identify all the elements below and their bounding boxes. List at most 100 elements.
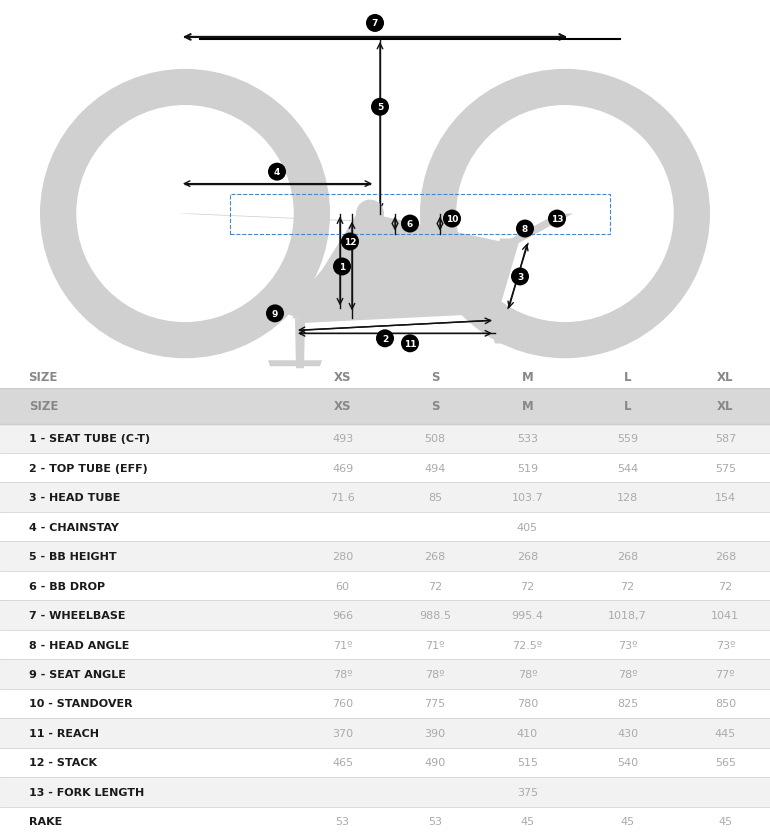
Circle shape: [268, 164, 286, 181]
Text: 72: 72: [621, 581, 634, 591]
Polygon shape: [495, 334, 525, 344]
Text: 10: 10: [446, 215, 458, 224]
Text: 1018,7: 1018,7: [608, 610, 647, 620]
Circle shape: [548, 211, 566, 228]
Text: 988.5: 988.5: [419, 610, 451, 620]
Polygon shape: [502, 214, 573, 244]
Bar: [0, 424, 770, 453]
Text: 154: 154: [715, 492, 736, 502]
Polygon shape: [295, 319, 305, 369]
Text: 71.6: 71.6: [330, 492, 355, 502]
Text: 53: 53: [336, 816, 350, 826]
Circle shape: [356, 201, 384, 228]
Text: S: S: [430, 400, 440, 413]
Text: 12: 12: [343, 237, 357, 247]
Text: 519: 519: [517, 463, 538, 473]
Text: 268: 268: [617, 552, 638, 562]
Text: 4: 4: [274, 168, 280, 177]
Text: 430: 430: [617, 728, 638, 738]
Text: 565: 565: [715, 757, 736, 767]
Circle shape: [333, 258, 351, 276]
Text: 445: 445: [715, 728, 736, 738]
Text: 494: 494: [424, 463, 446, 473]
Circle shape: [366, 15, 384, 33]
Circle shape: [76, 106, 293, 323]
Bar: [0, 600, 770, 630]
Bar: [0, 389, 770, 424]
Polygon shape: [485, 314, 505, 344]
Circle shape: [266, 305, 284, 323]
Text: XL: XL: [717, 400, 734, 413]
Circle shape: [443, 211, 461, 228]
Text: 465: 465: [332, 757, 353, 767]
Text: 390: 390: [424, 728, 446, 738]
Text: 995.4: 995.4: [511, 610, 544, 620]
Text: 1041: 1041: [711, 610, 739, 620]
Text: 85: 85: [428, 492, 442, 502]
Text: 73º: 73º: [618, 640, 638, 650]
Polygon shape: [482, 239, 520, 314]
Text: 508: 508: [424, 434, 446, 444]
Bar: [0, 512, 770, 542]
Bar: [0, 483, 770, 512]
Text: 268: 268: [715, 552, 736, 562]
Text: 72: 72: [428, 581, 442, 591]
Text: 559: 559: [617, 434, 638, 444]
Text: SIZE: SIZE: [29, 400, 59, 413]
Text: 6 - BB DROP: 6 - BB DROP: [29, 581, 105, 591]
Text: 71º: 71º: [333, 640, 353, 650]
Text: XS: XS: [334, 371, 351, 384]
Circle shape: [376, 330, 394, 348]
Text: 410: 410: [517, 728, 538, 738]
Text: 11 - REACH: 11 - REACH: [29, 728, 99, 738]
Polygon shape: [177, 214, 380, 222]
Text: 78º: 78º: [333, 669, 353, 679]
Bar: [0, 571, 770, 600]
Text: 490: 490: [424, 757, 446, 767]
Text: S: S: [430, 371, 440, 384]
Text: 8: 8: [522, 225, 528, 234]
Text: 9: 9: [272, 309, 278, 319]
Text: 53: 53: [428, 816, 442, 826]
Text: 78º: 78º: [517, 669, 537, 679]
Text: 72.5º: 72.5º: [512, 640, 543, 650]
Text: 2: 2: [382, 334, 388, 344]
Circle shape: [401, 335, 419, 353]
Text: 405: 405: [517, 522, 538, 532]
Bar: [0, 542, 770, 571]
Text: L: L: [624, 400, 631, 413]
Circle shape: [457, 106, 674, 323]
Text: 78º: 78º: [618, 669, 638, 679]
Bar: [0, 777, 770, 807]
Circle shape: [516, 220, 534, 238]
Text: 775: 775: [424, 699, 446, 709]
Text: 72: 72: [718, 581, 732, 591]
Text: 45: 45: [718, 816, 732, 826]
Circle shape: [401, 216, 419, 233]
Text: 544: 544: [617, 463, 638, 473]
Text: 493: 493: [332, 434, 353, 444]
Circle shape: [371, 99, 389, 116]
Text: 469: 469: [332, 463, 353, 473]
Text: 1: 1: [339, 263, 345, 272]
Text: 268: 268: [424, 552, 446, 562]
Text: 6: 6: [407, 220, 413, 229]
Text: 850: 850: [715, 699, 736, 709]
Text: 375: 375: [517, 787, 538, 797]
Text: 60: 60: [336, 581, 350, 591]
Text: 45: 45: [521, 816, 534, 826]
Text: 13: 13: [551, 215, 563, 224]
Text: XS: XS: [334, 400, 351, 413]
Text: 2 - TOP TUBE (EFF): 2 - TOP TUBE (EFF): [29, 463, 148, 473]
Text: 72: 72: [521, 581, 534, 591]
Text: 575: 575: [715, 463, 736, 473]
Text: 587: 587: [715, 434, 736, 444]
Text: M: M: [521, 400, 534, 413]
Text: 760: 760: [332, 699, 353, 709]
Text: 825: 825: [617, 699, 638, 709]
Bar: [0, 747, 770, 777]
Bar: [0, 718, 770, 747]
Bar: [0, 689, 770, 718]
Bar: [0, 453, 770, 483]
Text: 12 - STACK: 12 - STACK: [29, 757, 97, 767]
